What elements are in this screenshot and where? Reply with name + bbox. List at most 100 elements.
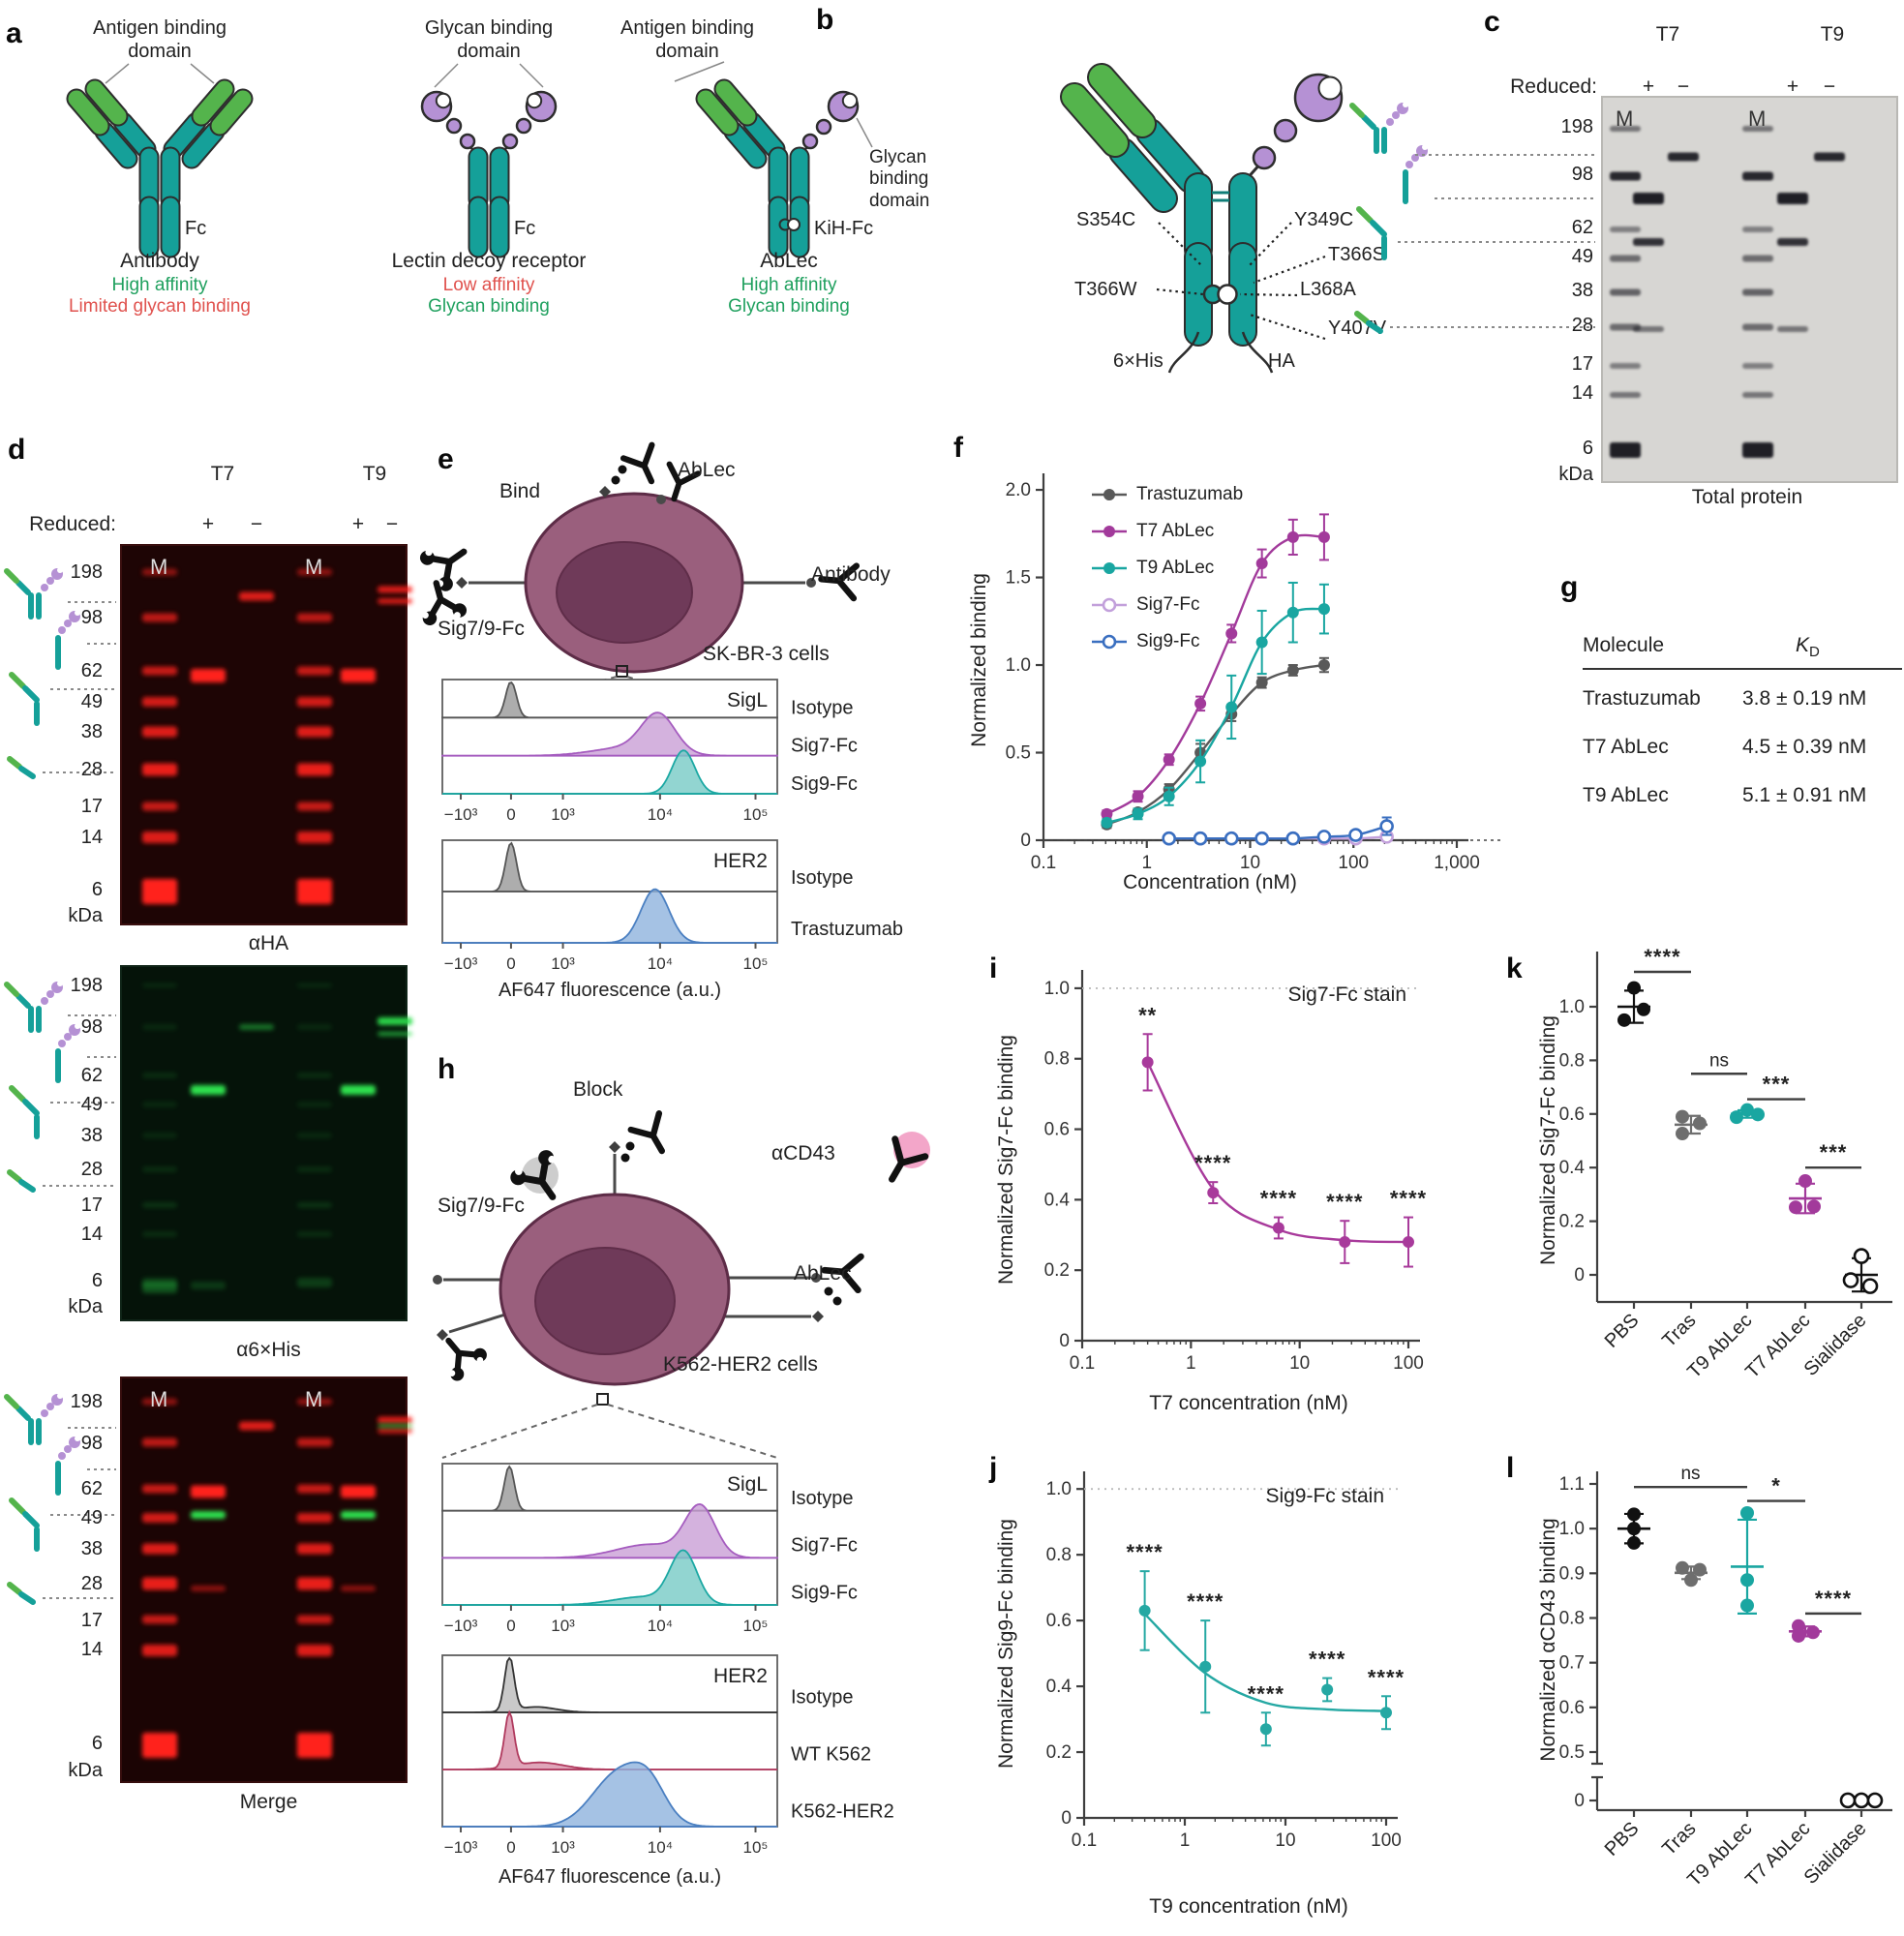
data-point xyxy=(1676,1560,1689,1575)
data-point xyxy=(1224,831,1239,846)
domain-rod xyxy=(1110,139,1176,211)
ablec-mutation-diagram xyxy=(1060,63,1344,374)
glycan-bead xyxy=(1252,145,1277,170)
mutation-leader-line xyxy=(1249,313,1326,341)
legend-marker xyxy=(1092,597,1127,613)
data-point xyxy=(1676,1109,1689,1124)
mutation-label: T366S xyxy=(1328,244,1385,265)
gel-band xyxy=(142,1484,177,1494)
data-point xyxy=(1617,1013,1631,1027)
data-point xyxy=(1348,828,1363,842)
domain-rod xyxy=(114,113,155,158)
gel-band xyxy=(297,1577,332,1590)
data-point xyxy=(1316,830,1332,844)
tick-label: 0.8 xyxy=(1046,1545,1072,1565)
row-label: Isotype xyxy=(791,697,853,718)
reduced-plus: + xyxy=(201,513,215,535)
gel-band xyxy=(378,1428,412,1434)
ladder-value: 6 xyxy=(1582,438,1593,459)
panel-e-label: e xyxy=(438,443,454,475)
leader-line xyxy=(434,63,459,88)
gel-band xyxy=(297,983,332,988)
glycan-bead xyxy=(801,133,819,150)
gel-band xyxy=(297,879,332,904)
antigen-icon xyxy=(656,495,666,504)
ladder-unit: kDa xyxy=(1558,464,1593,485)
action-label: Bind xyxy=(499,480,541,502)
fc-label: Fc xyxy=(514,218,535,239)
data-point xyxy=(1163,790,1175,802)
tick-label: 1.0 xyxy=(1046,1479,1072,1499)
gel-band xyxy=(297,726,332,738)
x-axis-label: T7 concentration (nM) xyxy=(1149,1392,1348,1414)
gel-band xyxy=(142,1024,177,1030)
row-label: Isotype xyxy=(791,1686,853,1708)
reduced-minus: − xyxy=(1677,76,1690,98)
sigfc-label: Sig7/9-Fc xyxy=(438,1195,525,1217)
tick-label: 0.2 xyxy=(1044,1260,1070,1281)
row-label: Isotype xyxy=(791,867,853,889)
data-point xyxy=(1286,664,1299,677)
light-chain-icon xyxy=(1357,314,1380,331)
gel-band xyxy=(1610,227,1641,232)
data-point xyxy=(1286,606,1299,619)
data-point xyxy=(1693,1116,1707,1131)
legend-item: Sig7-Fc xyxy=(1092,587,1243,623)
domain-rod xyxy=(1089,65,1155,136)
gel-band xyxy=(191,1485,226,1498)
mutation-label: S354C xyxy=(1076,209,1136,230)
glycan-bead xyxy=(459,133,476,150)
legend-marker xyxy=(1092,634,1127,650)
half-molecule-icon xyxy=(1405,144,1428,201)
molecule-icons xyxy=(2,1382,116,1653)
blot-caption: Merge xyxy=(239,1791,298,1813)
legend-dot xyxy=(1103,562,1115,574)
tick-label: 0.1 xyxy=(1070,1353,1095,1374)
ladder-value: 6 xyxy=(91,1733,103,1754)
data-point xyxy=(1255,636,1268,649)
data-point xyxy=(1259,1723,1272,1736)
gel-band xyxy=(378,1017,412,1025)
gel-group-t9: T9 xyxy=(362,463,387,485)
ladder-value: 98 xyxy=(80,1016,103,1038)
cell-nucleus xyxy=(556,541,693,644)
glycan-bead xyxy=(515,117,532,135)
gel-band xyxy=(142,666,177,676)
leader-line xyxy=(190,63,215,84)
domain-rod xyxy=(1062,84,1128,156)
ladder-value: 198 xyxy=(70,1391,103,1412)
antigen-binding-domain-label: Antigen binding domain xyxy=(93,17,227,62)
domain-rod xyxy=(743,113,784,158)
trait: High affinity xyxy=(740,275,837,295)
ladder-value: 14 xyxy=(80,1224,103,1245)
gel-band xyxy=(1610,442,1641,458)
sigfc-label: Sig7/9-Fc xyxy=(438,618,525,640)
data-point xyxy=(1842,1272,1859,1288)
kd-value: 4.5 ± 0.39 nM xyxy=(1742,736,1867,759)
row-label: Isotype xyxy=(791,1488,853,1509)
block-scheme xyxy=(426,1057,930,1459)
ablec-label: AbLec xyxy=(794,1262,852,1285)
panel-f-label: f xyxy=(953,432,963,464)
gel-band xyxy=(297,1437,332,1447)
antibody-diagram: Fc xyxy=(66,63,254,258)
crescent-mouth xyxy=(526,92,543,109)
gel-band xyxy=(191,1511,226,1519)
leader-line xyxy=(856,117,873,148)
gel-band xyxy=(142,1166,177,1172)
data-point xyxy=(1321,1683,1334,1696)
antigen-icon xyxy=(811,1273,821,1283)
significance-stars: **** xyxy=(1260,1187,1297,1211)
trait: Limited glycan binding xyxy=(68,296,251,317)
tick-label: 10⁴ xyxy=(648,954,673,973)
ha-tag-linker xyxy=(1241,331,1274,374)
ladder-value: 28 xyxy=(80,759,103,780)
significance-label: **** xyxy=(1644,945,1680,969)
legend-item: Trastuzumab xyxy=(1092,476,1243,513)
mutation-leader-line xyxy=(1248,222,1292,267)
significance-stars: **** xyxy=(1194,1151,1231,1175)
data-point xyxy=(1798,1174,1812,1189)
hole xyxy=(787,218,801,231)
domain-rod xyxy=(697,90,738,135)
tick-label: −10³ xyxy=(444,805,478,824)
